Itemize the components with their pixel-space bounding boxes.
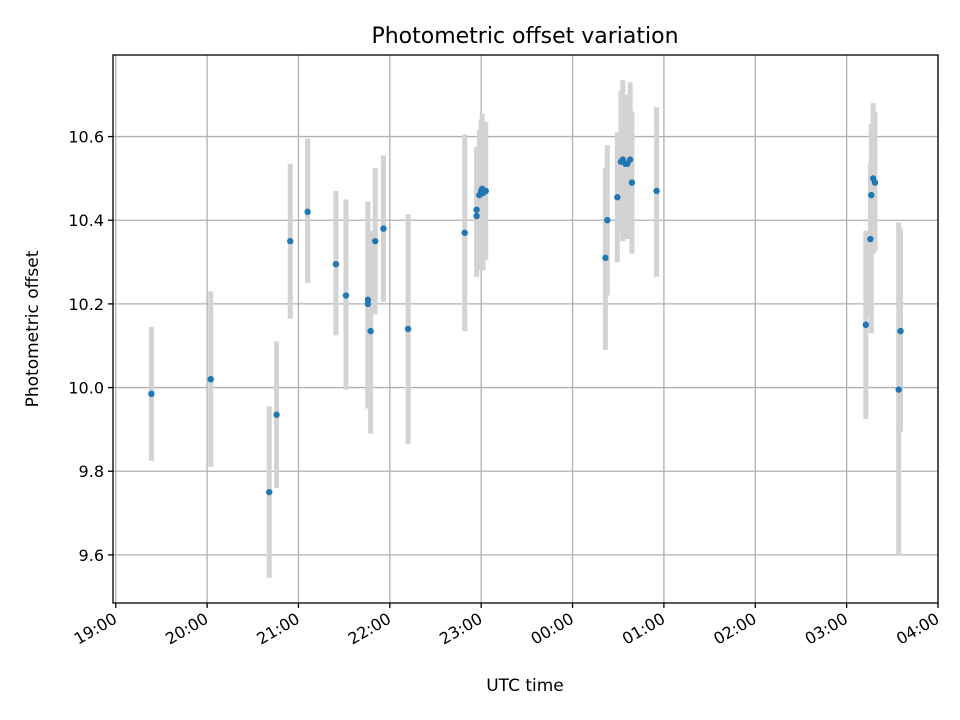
data-point (897, 327, 904, 335)
y-tick-label: 10.2 (68, 295, 104, 314)
y-tick-label: 10.4 (68, 211, 104, 230)
data-point (287, 237, 294, 245)
data-point (266, 488, 273, 496)
data-point (364, 300, 372, 308)
data-point (867, 235, 874, 243)
data-point (871, 179, 879, 186)
data-point (614, 194, 621, 201)
data-point (461, 229, 468, 236)
data-point (482, 187, 489, 195)
x-tick-label: 20:00 (162, 609, 211, 649)
data-point (332, 260, 340, 268)
y-tick-label: 10.0 (68, 379, 104, 398)
data-point (868, 191, 875, 199)
y-tick-label: 10.6 (68, 128, 104, 147)
x-tick-label: 19:00 (71, 609, 120, 649)
x-tick-label: 21:00 (253, 609, 302, 649)
data-point (626, 156, 634, 163)
grid-layer (113, 55, 939, 603)
data-point (895, 386, 902, 393)
data-point (602, 254, 609, 262)
x-tick-label: 23:00 (436, 609, 485, 649)
data-point (367, 327, 374, 335)
data-point (473, 206, 480, 213)
data-point (372, 237, 379, 245)
data-point (404, 325, 412, 333)
data-point (273, 411, 280, 418)
data-point (207, 375, 214, 383)
x-tick-label: 01:00 (619, 609, 668, 649)
data-points (148, 156, 904, 496)
x-axis-label: UTC time (486, 676, 564, 696)
data-point (628, 179, 636, 186)
data-point (473, 212, 480, 220)
data-point (604, 217, 611, 224)
data-point (148, 390, 155, 398)
x-tick-label: 00:00 (528, 609, 577, 649)
y-tick-label: 9.8 (79, 462, 104, 481)
error-bars (148, 80, 904, 578)
data-point (380, 225, 387, 232)
y-tick-label: 9.6 (79, 546, 104, 565)
x-tick-label: 04:00 (893, 609, 942, 649)
data-point (653, 187, 660, 195)
x-axis-ticks: 19:00 20:00 21:00 22:00 23:00 00:00 01:00 02:00… (71, 603, 942, 649)
y-axis-label: Photometric offset (23, 250, 43, 407)
data-point (342, 292, 350, 299)
data-point (304, 208, 311, 216)
x-tick-label: 22:00 (345, 609, 394, 649)
x-tick-label: 03:00 (802, 609, 851, 649)
plot-frame (112, 54, 939, 604)
chart-title: Photometric offset variation (371, 24, 678, 49)
x-tick-label: 02:00 (710, 609, 759, 649)
data-point (862, 321, 870, 329)
y-axis-ticks: 9.6 9.8 10.0 10.2 10.4 10.6 (68, 128, 113, 565)
